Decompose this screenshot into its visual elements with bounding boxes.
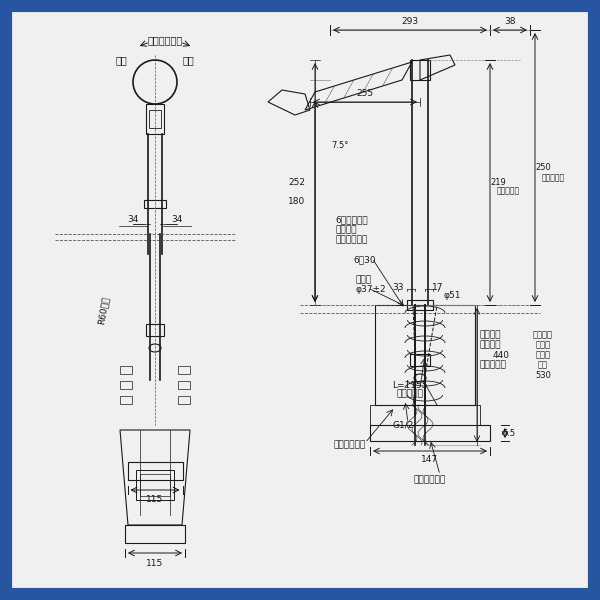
Bar xyxy=(146,324,164,336)
Text: φ37±2: φ37±2 xyxy=(355,286,386,295)
Text: 水受けトレイ: 水受けトレイ xyxy=(414,475,446,485)
Text: ホース: ホース xyxy=(536,340,551,349)
Text: 33: 33 xyxy=(392,283,404,292)
Text: 38: 38 xyxy=(504,17,516,26)
Text: （止水時）: （止水時） xyxy=(496,186,520,195)
Text: L=1155: L=1155 xyxy=(392,380,428,389)
Bar xyxy=(375,305,475,405)
Text: 6未満の場合: 6未満の場合 xyxy=(335,215,368,224)
Bar xyxy=(136,470,174,500)
Text: 115: 115 xyxy=(146,559,164,568)
Bar xyxy=(125,525,185,543)
Text: ホースカバー: ホースカバー xyxy=(334,440,366,449)
Text: 252: 252 xyxy=(288,178,305,187)
Text: 530: 530 xyxy=(535,370,551,379)
Text: ソケット: ソケット xyxy=(480,331,502,340)
Bar xyxy=(407,300,433,310)
Bar xyxy=(144,200,166,208)
Bar xyxy=(178,381,190,389)
Bar xyxy=(370,425,490,441)
Text: 淡水: 淡水 xyxy=(115,55,127,65)
FancyBboxPatch shape xyxy=(10,10,590,590)
Bar xyxy=(149,110,161,128)
Text: 255: 255 xyxy=(356,89,374,98)
Bar xyxy=(178,396,190,404)
Text: 長さ: 長さ xyxy=(538,361,548,370)
Text: （吐水時）: （吐水時） xyxy=(541,173,565,182)
Text: （直管時）: （直管時） xyxy=(480,361,507,370)
Bar xyxy=(178,366,190,374)
Text: 293: 293 xyxy=(401,17,419,26)
Text: 補強板を: 補強板を xyxy=(335,226,356,235)
Bar xyxy=(140,474,170,496)
Text: ミクロソフト: ミクロソフト xyxy=(148,35,182,45)
Text: 147: 147 xyxy=(421,455,439,464)
Text: 収納時: 収納時 xyxy=(536,350,551,359)
Text: G1/2: G1/2 xyxy=(392,421,413,430)
Text: 6～30: 6～30 xyxy=(353,256,376,265)
Text: 250: 250 xyxy=(535,163,551,172)
Bar xyxy=(120,366,132,374)
Bar xyxy=(120,381,132,389)
Text: 34: 34 xyxy=(172,215,182,224)
Text: 219: 219 xyxy=(490,178,506,187)
Text: 5.5: 5.5 xyxy=(502,428,515,437)
Text: φ51: φ51 xyxy=(443,290,461,299)
Text: 7.5°: 7.5° xyxy=(331,140,349,149)
Text: シャワー: シャワー xyxy=(533,331,553,340)
Bar xyxy=(370,405,480,425)
Text: 34: 34 xyxy=(127,215,139,224)
Bar xyxy=(410,354,430,366)
Text: （ホース）: （ホース） xyxy=(397,389,424,398)
Text: 取付穴: 取付穴 xyxy=(355,275,371,284)
Text: 180: 180 xyxy=(288,197,305,206)
Text: 440: 440 xyxy=(493,350,510,359)
Text: 取付けること: 取付けること xyxy=(335,235,367,245)
Text: 整流: 整流 xyxy=(183,55,195,65)
Bar xyxy=(128,462,182,480)
Text: 17: 17 xyxy=(432,283,444,292)
Bar xyxy=(410,60,430,80)
Text: 115: 115 xyxy=(146,494,164,503)
Text: R60以上: R60以上 xyxy=(97,295,111,325)
Bar xyxy=(120,396,132,404)
Text: 先端まで: 先端まで xyxy=(480,340,502,349)
Bar xyxy=(146,104,164,134)
